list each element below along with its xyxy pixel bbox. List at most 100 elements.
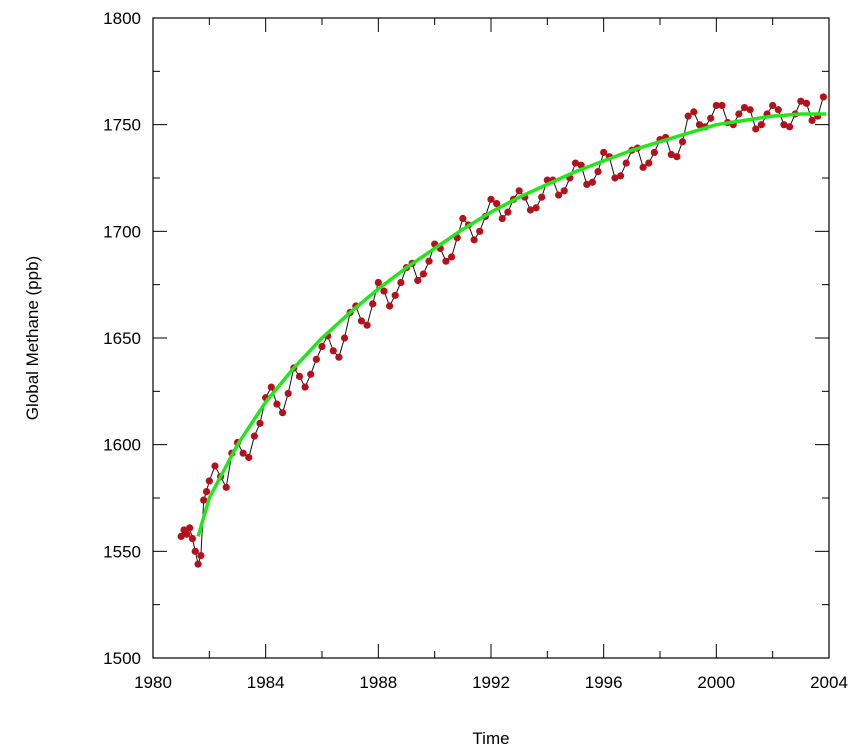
observation-point xyxy=(391,291,399,299)
observation-point xyxy=(447,253,456,261)
observation-point xyxy=(802,99,811,107)
observation-point xyxy=(369,300,377,308)
observation-point xyxy=(752,125,760,133)
observation-point xyxy=(476,227,484,235)
observation-point xyxy=(819,93,827,101)
observation-point xyxy=(197,552,205,560)
y-tick-label: 1550 xyxy=(103,542,141,561)
y-tick-label: 1600 xyxy=(103,436,141,455)
observation-point xyxy=(560,187,568,195)
x-axis-title: Time xyxy=(472,729,509,748)
observation-point xyxy=(397,278,405,287)
observation-point xyxy=(386,302,394,310)
observation-point xyxy=(340,334,349,342)
observation-point xyxy=(645,159,653,167)
observation-point xyxy=(538,193,546,201)
observation-point xyxy=(785,123,794,131)
plot-frame xyxy=(152,17,830,659)
observation-point xyxy=(718,101,726,110)
observation-point xyxy=(678,138,687,146)
observation-point xyxy=(684,112,692,120)
observation-point xyxy=(571,159,580,167)
y-axis-title: Global Methane (ppb) xyxy=(23,256,42,420)
y-tick-label: 1700 xyxy=(103,222,141,241)
observation-point xyxy=(414,276,422,284)
x-axis: 1980 1984 1988 1992 1996 2000 2004 xyxy=(134,18,848,692)
observation-point xyxy=(650,148,658,156)
observation-point xyxy=(194,560,202,568)
x-tick-label: 1980 xyxy=(134,673,172,692)
observation-point xyxy=(202,488,211,496)
observation-point xyxy=(622,159,630,167)
observation-point xyxy=(307,370,315,378)
trend-line xyxy=(196,112,827,537)
observation-point xyxy=(526,206,535,214)
observation-point xyxy=(301,383,309,391)
observation-point xyxy=(278,409,287,417)
observation-point xyxy=(487,195,495,203)
x-tick-label: 2004 xyxy=(810,673,848,692)
observation-point xyxy=(808,116,816,124)
x-tick-label: 1996 xyxy=(585,673,623,692)
y-tick-label: 1500 xyxy=(103,649,141,668)
observation-point xyxy=(600,148,608,156)
observation-point xyxy=(245,453,253,462)
observation-point xyxy=(459,214,467,223)
observation-point xyxy=(712,101,720,110)
observation-point xyxy=(419,270,427,278)
observation-point xyxy=(639,163,647,171)
observation-point xyxy=(616,172,625,180)
y-tick-label: 1750 xyxy=(103,116,141,135)
observation-point xyxy=(256,419,264,427)
observation-point xyxy=(335,353,343,361)
observation-point xyxy=(273,400,281,408)
observation-point xyxy=(177,532,185,541)
observation-point xyxy=(183,530,191,538)
observation-point xyxy=(690,108,698,116)
y-tick-label: 1650 xyxy=(103,329,141,348)
observation-point xyxy=(470,236,478,244)
observation-point xyxy=(757,121,766,129)
observation-point xyxy=(797,97,805,105)
observation-point xyxy=(588,178,597,186)
observation-point xyxy=(312,355,320,363)
observation-point xyxy=(295,372,304,380)
observation-point xyxy=(504,208,512,216)
x-tick-label: 1992 xyxy=(472,673,510,692)
observation-point xyxy=(250,432,258,440)
observation-point xyxy=(515,187,523,195)
observation-point xyxy=(667,150,675,159)
observation-point xyxy=(594,168,602,176)
observation-point xyxy=(532,204,540,212)
observation-point xyxy=(555,191,563,199)
observation-point xyxy=(357,317,366,325)
x-tick-label: 2000 xyxy=(697,673,735,692)
observation-point xyxy=(188,534,197,543)
y-tick-label: 1800 xyxy=(103,9,141,28)
observation-point xyxy=(498,214,506,223)
observation-point xyxy=(191,547,199,555)
observation-point xyxy=(186,524,194,532)
x-tick-label: 1988 xyxy=(359,673,397,692)
observation-point xyxy=(611,174,619,182)
observation-point xyxy=(493,200,501,208)
observation-point xyxy=(769,101,777,110)
observation-point xyxy=(735,110,743,118)
observation-point xyxy=(425,257,433,265)
observation-point xyxy=(363,321,371,329)
observation-point xyxy=(583,180,591,188)
observation-point xyxy=(695,121,704,129)
observation-point xyxy=(267,383,275,391)
x-tick-label: 1984 xyxy=(247,673,285,692)
observation-point xyxy=(673,153,681,161)
observation-point xyxy=(329,347,337,355)
observation-point xyxy=(746,106,754,114)
observation-point xyxy=(200,496,208,504)
observation-point xyxy=(740,104,749,112)
observation-point xyxy=(211,462,219,470)
observation-point xyxy=(284,389,292,398)
observation-point xyxy=(374,278,382,287)
observation-point xyxy=(380,287,388,295)
observation-point xyxy=(205,477,213,485)
